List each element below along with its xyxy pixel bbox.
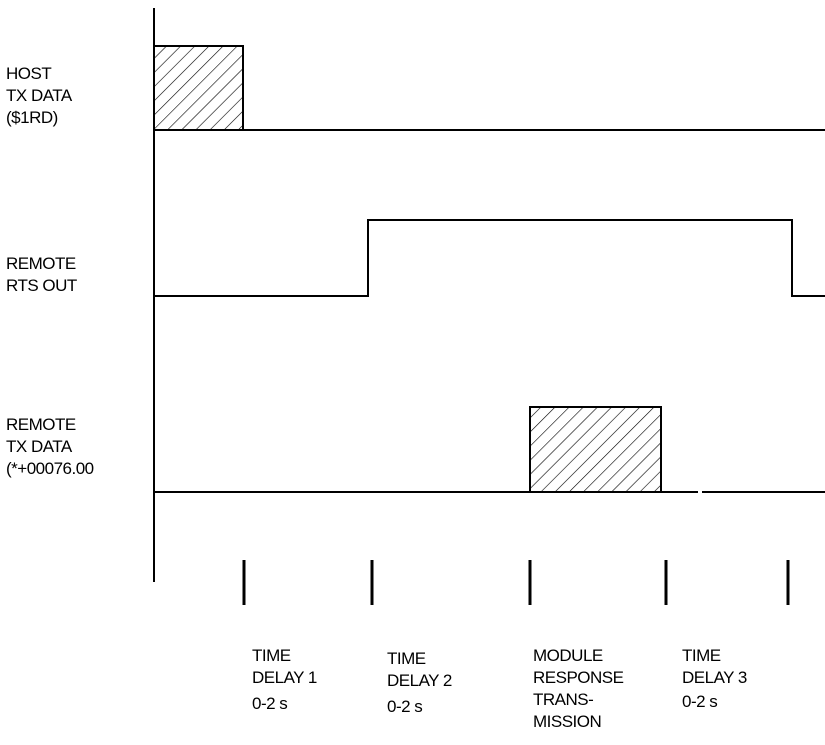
host-tx-data-burst bbox=[153, 45, 244, 131]
remote-tx-data-burst bbox=[529, 406, 662, 493]
interval-label-response: MODULE RESPONSE TRANS- MISSION bbox=[533, 646, 624, 731]
interval-label-delay1: TIME DELAY 1 0-2 s bbox=[252, 646, 317, 713]
signal-label-remote-rts: REMOTE RTS OUT bbox=[6, 254, 77, 295]
interval-label-delay3: TIME DELAY 3 0-2 s bbox=[682, 646, 747, 711]
remote-rts-waveform bbox=[154, 219, 825, 297]
signal-label-remote-tx: REMOTE TX DATA (*+00076.00 bbox=[6, 415, 94, 478]
interval-label-delay2: TIME DELAY 2 0-2 s bbox=[387, 649, 452, 716]
signal-label-host-tx: HOST TX DATA ($1RD) bbox=[6, 64, 72, 127]
